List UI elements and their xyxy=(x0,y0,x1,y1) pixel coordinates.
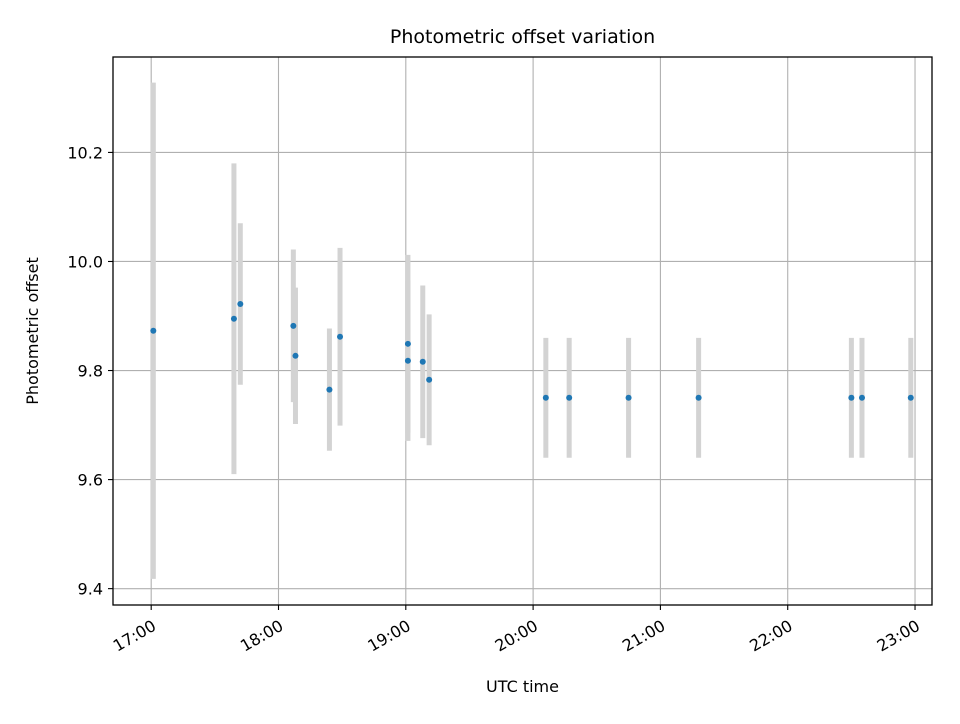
x-tick-label: 20:00 xyxy=(492,616,541,656)
plot-area xyxy=(113,57,932,605)
data-point xyxy=(858,394,865,401)
data-point xyxy=(326,386,333,393)
chart-title: Photometric offset variation xyxy=(390,26,655,48)
y-tick-label: 9.6 xyxy=(78,471,103,490)
y-tick-label: 10.0 xyxy=(67,252,103,271)
y-tick-label: 10.2 xyxy=(67,143,103,162)
data-point xyxy=(404,340,411,347)
data-point xyxy=(230,315,237,322)
data-point xyxy=(907,394,914,401)
data-point xyxy=(337,333,344,340)
data-point xyxy=(625,394,632,401)
data-point xyxy=(404,357,411,364)
x-tick-label: 21:00 xyxy=(619,616,668,656)
y-axis-label: Photometric offset xyxy=(23,257,42,405)
x-axis-ticks: 17:00 18:00 19:00 20:00 21:00 22:00 23:00 xyxy=(110,605,923,656)
data-point xyxy=(426,376,433,383)
x-tick-label: 23:00 xyxy=(874,616,923,656)
x-tick-label: 19:00 xyxy=(364,616,413,656)
data-point xyxy=(566,394,573,401)
data-point xyxy=(542,394,549,401)
data-point xyxy=(290,322,297,329)
data-point xyxy=(150,327,157,334)
data-point xyxy=(237,301,244,308)
x-axis-label: UTC time xyxy=(486,677,559,696)
y-tick-label: 9.8 xyxy=(78,362,103,381)
x-tick-label: 17:00 xyxy=(110,616,159,656)
data-point xyxy=(419,358,426,365)
axes-frame xyxy=(112,56,933,606)
data-points xyxy=(150,301,914,401)
x-tick-label: 22:00 xyxy=(746,616,795,656)
data-point xyxy=(292,352,299,359)
y-tick-label: 9.4 xyxy=(78,580,103,599)
data-point xyxy=(848,394,855,401)
x-tick-label: 18:00 xyxy=(237,616,286,656)
data-point xyxy=(695,394,702,401)
y-axis-ticks: 9.4 9.6 9.8 10.0 10.2 xyxy=(67,143,113,599)
